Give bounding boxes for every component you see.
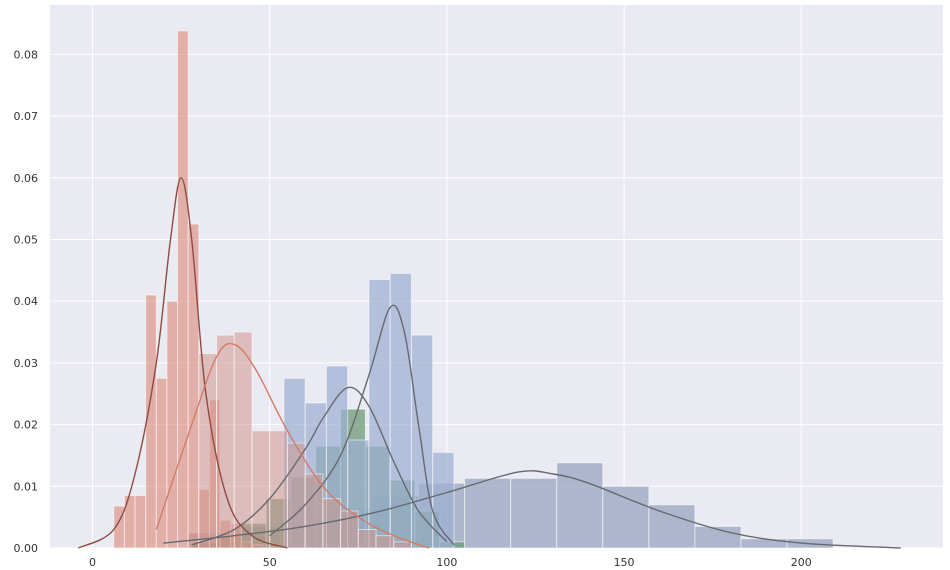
- y-tick-label: 0.00: [14, 542, 39, 555]
- series-4-density-curve: [77, 177, 288, 549]
- y-tick-label: 0.03: [14, 357, 39, 370]
- histogram-bars: [113, 30, 834, 549]
- histogram-bar: [233, 331, 253, 549]
- series-5-density-curve: [155, 342, 430, 549]
- histogram-bar: [375, 535, 395, 549]
- histogram-bar: [464, 477, 512, 549]
- y-tick-label: 0.07: [14, 110, 39, 123]
- series-1-density-curve: [163, 470, 901, 549]
- histogram-bar: [216, 334, 235, 549]
- histogram-bar: [432, 451, 455, 549]
- x-tick-label: 150: [614, 556, 635, 569]
- histogram-bar: [198, 353, 218, 549]
- histogram-bar: [740, 538, 788, 549]
- y-tick-label: 0.04: [14, 295, 39, 308]
- x-tick-label: 100: [436, 556, 457, 569]
- histogram-bar: [251, 430, 271, 549]
- x-axis-tick-labels: 0 50 100 150 200: [89, 556, 812, 569]
- histogram-bar: [286, 442, 306, 549]
- histogram-bar: [187, 223, 200, 549]
- series-3-density-curve: [269, 304, 455, 546]
- y-tick-label: 0.01: [14, 480, 39, 493]
- y-tick-label: 0.06: [14, 172, 39, 185]
- histogram-bar: [648, 504, 696, 549]
- series-2-density-curve: [191, 386, 448, 546]
- histogram-bar: [602, 485, 650, 549]
- histogram-bar: [304, 473, 324, 549]
- y-tick-label: 0.08: [14, 48, 39, 61]
- x-tick-label: 200: [791, 556, 812, 569]
- histogram-bar: [393, 541, 412, 549]
- x-tick-label: 0: [89, 556, 96, 569]
- y-axis-tick-labels: 0.00 0.01 0.02 0.03 0.04 0.05 0.06 0.07 0.08: [14, 48, 39, 555]
- histogram-bar: [166, 300, 179, 549]
- histogram-bar: [389, 272, 412, 549]
- y-tick-label: 0.05: [14, 233, 39, 246]
- histogram-bar: [145, 294, 157, 549]
- histogram-bar: [177, 30, 189, 549]
- density-curves: [77, 177, 901, 549]
- histogram-bar: [510, 477, 558, 549]
- histogram-bar: [556, 462, 604, 549]
- histogram-bar: [410, 334, 434, 549]
- histogram-bar: [134, 495, 147, 549]
- x-tick-label: 50: [263, 556, 277, 569]
- histogram-bar: [368, 279, 391, 549]
- y-tick-label: 0.02: [14, 419, 39, 432]
- series-5-bars: [198, 331, 412, 549]
- histogram-bar: [357, 528, 377, 549]
